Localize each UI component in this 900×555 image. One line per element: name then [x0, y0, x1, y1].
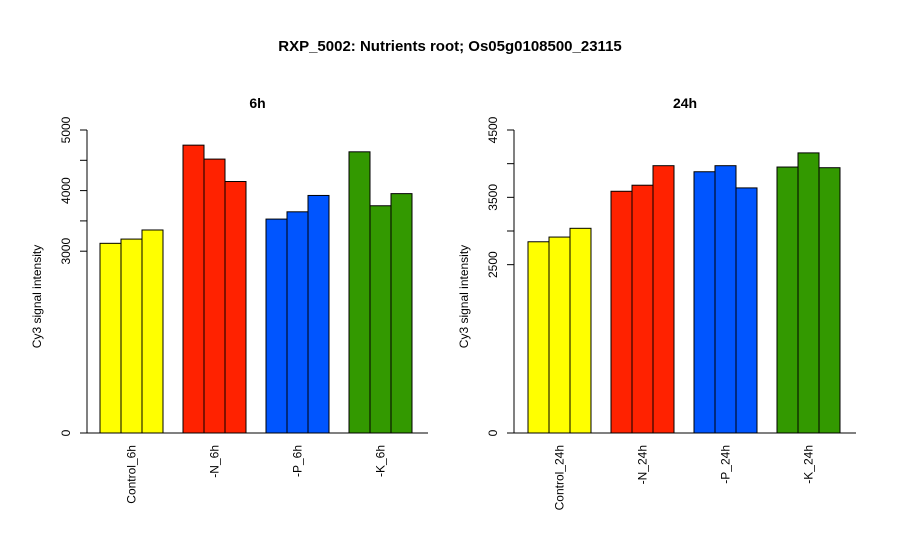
bar-1-2-0: [693, 171, 716, 434]
bar-0-1-0: [182, 144, 205, 434]
y-tick-label-1-3: 4500: [486, 116, 500, 143]
y-tick-label-0-0: 0: [59, 429, 73, 436]
bar-0-2-2: [307, 194, 330, 434]
y-tick-label-0-3: 5000: [59, 116, 73, 143]
bar-1-0-2: [569, 227, 592, 434]
y-tick-label-1-0: 0: [486, 429, 500, 436]
bar-1-3-0: [776, 166, 799, 434]
bar-0-3-1: [369, 205, 392, 434]
figure-title: RXP_5002: Nutrients root; Os05g0108500_2…: [278, 38, 622, 55]
x-tick-label-1-0: Control_24h: [553, 445, 567, 510]
y-tick-label-0-2: 4000: [59, 177, 73, 204]
bar-0-0-1: [120, 238, 143, 434]
y-tick-label-0-1: 3000: [59, 238, 73, 265]
x-tick-label-0-2: -P_6h: [291, 445, 305, 477]
bar-1-2-2: [735, 187, 758, 434]
bar-0-3-2: [390, 193, 413, 434]
bar-0-2-1: [286, 211, 309, 434]
bar-0-2-0: [265, 218, 288, 434]
x-tick-label-1-3: -K_24h: [802, 445, 816, 484]
bar-0-0-0: [99, 242, 122, 434]
bar-1-3-1: [797, 152, 820, 434]
y-axis-title-0: Cy3 signal intensity: [30, 245, 44, 348]
bar-0-3-0: [348, 151, 371, 434]
x-tick-label-1-2: -P_24h: [719, 445, 733, 484]
x-tick-label-0-0: Control_6h: [125, 445, 139, 504]
y-tick-label-1-2: 3500: [486, 184, 500, 211]
panel-title-0: 6h: [249, 95, 265, 111]
bar-0-0-2: [141, 229, 164, 434]
bar-1-1-1: [631, 184, 654, 434]
bar-0-1-1: [203, 158, 226, 434]
bar-1-1-0: [610, 190, 633, 434]
y-tick-label-1-1: 2500: [486, 251, 500, 278]
bar-1-3-2: [818, 167, 841, 434]
bar-1-2-1: [714, 165, 737, 434]
x-tick-label-1-1: -N_24h: [636, 445, 650, 484]
y-axis-title-1: Cy3 signal intensity: [457, 245, 471, 348]
bar-0-1-2: [224, 181, 247, 434]
bar-1-1-2: [652, 165, 675, 434]
bar-1-0-0: [527, 241, 550, 434]
x-tick-label-0-1: -N_6h: [208, 445, 222, 478]
panel-title-1: 24h: [673, 95, 697, 111]
x-tick-label-0-3: -K_6h: [374, 445, 388, 477]
bar-1-0-1: [548, 236, 571, 434]
